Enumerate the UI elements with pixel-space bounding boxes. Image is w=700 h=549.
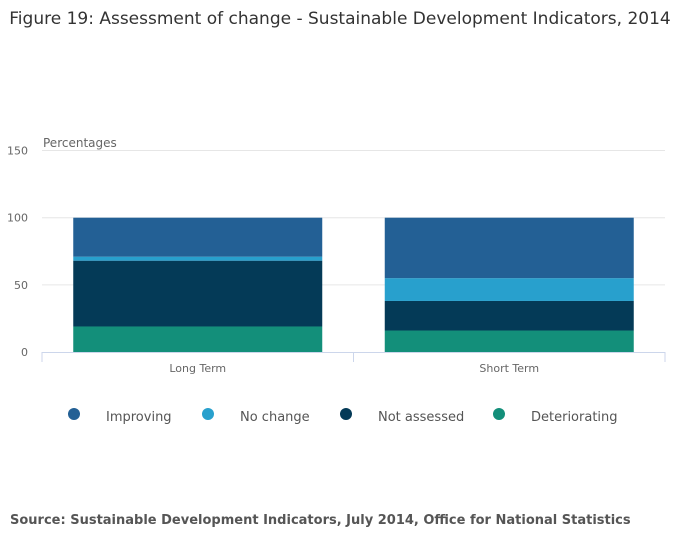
bar-segment-deteriorating <box>384 330 634 352</box>
bar-segment-no-change <box>384 278 634 301</box>
y-tick-label: 100 <box>7 212 28 225</box>
bar-segment-not-assessed <box>73 260 323 327</box>
x-tick-label: Long Term <box>169 362 226 375</box>
bar-segment-no-change <box>73 256 323 261</box>
legend-item: No change <box>240 410 310 425</box>
legend-item: Deteriorating <box>531 410 618 425</box>
y-tick-label: 0 <box>21 346 28 359</box>
bar-segment-improving <box>384 217 634 279</box>
x-tick-label: Short Term <box>479 362 539 375</box>
y-tick-label: 50 <box>14 279 28 292</box>
bar-segment-not-assessed <box>384 300 634 331</box>
legend-item: Not assessed <box>378 410 464 425</box>
legend-item: Improving <box>106 410 172 425</box>
bar-segment-deteriorating <box>73 326 323 352</box>
legend-marker <box>202 408 214 420</box>
chart-title: Figure 19: Assessment of change - Sustai… <box>9 9 671 29</box>
legend-marker <box>68 408 80 420</box>
legend-marker <box>340 408 352 420</box>
chart-svg: 0 50 100 150 Percentages Long Term Short Term I… <box>7 136 666 425</box>
source-note: Source: Sustainable Development Indicato… <box>10 513 631 528</box>
y-axis-label: Percentages <box>43 136 117 150</box>
legend-marker <box>493 408 505 420</box>
y-tick-label: 150 <box>7 145 28 158</box>
bar-segment-improving <box>73 217 323 257</box>
